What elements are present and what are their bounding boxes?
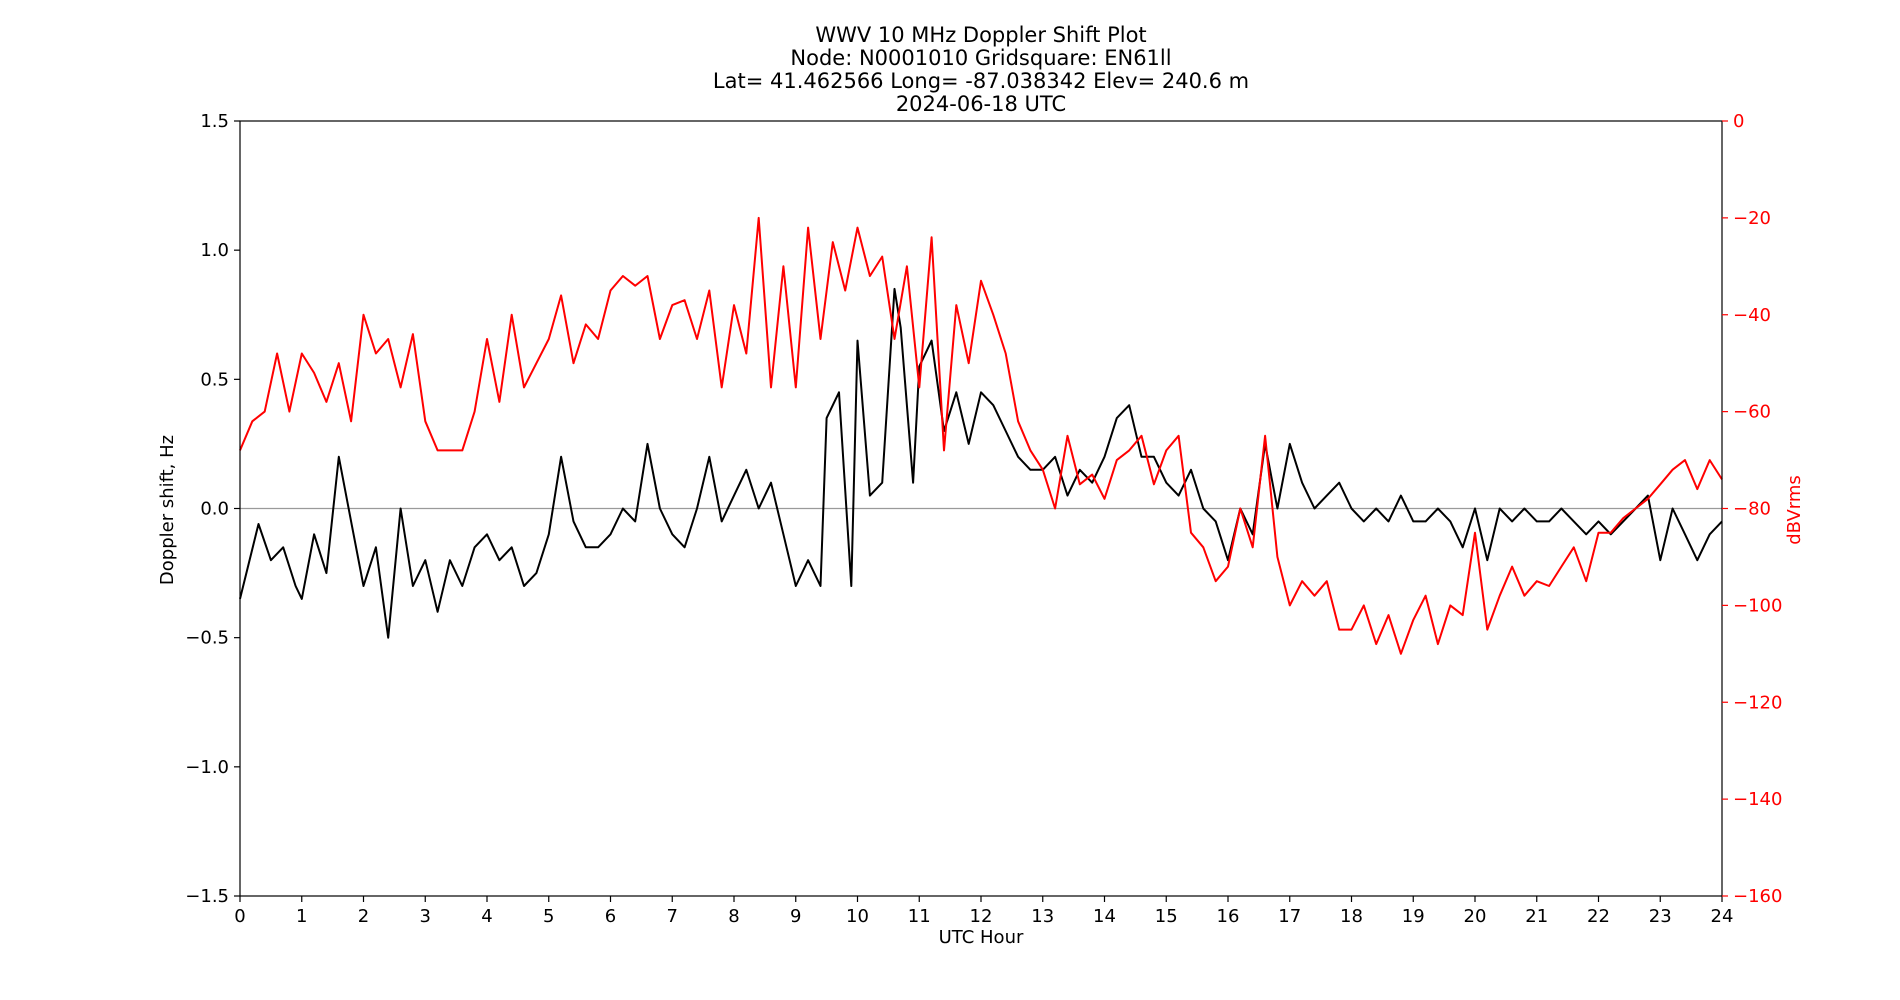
y-left-tick-label: −1.5 xyxy=(185,886,229,907)
doppler-shift-series-line xyxy=(239,287,1723,639)
x-tick-label: 19 xyxy=(1402,906,1425,927)
x-tick-label: 9 xyxy=(790,906,801,927)
y-right-axis-label: dBVrms xyxy=(1784,475,1805,545)
x-tick-label: 13 xyxy=(1031,906,1054,927)
x-tick-label: 18 xyxy=(1340,906,1363,927)
x-tick-label: 4 xyxy=(481,906,492,927)
series-group xyxy=(239,216,1723,655)
x-tick-label: 6 xyxy=(605,906,616,927)
y-left-tick-label: 1.5 xyxy=(200,111,229,132)
y-right-tick-label: −60 xyxy=(1733,402,1771,423)
y-right-tick-label: −140 xyxy=(1733,789,1782,810)
y-left-tick-label: 0.5 xyxy=(200,369,229,390)
y-left-tick-label: 1.0 xyxy=(200,240,229,261)
y-right-tick-label: −80 xyxy=(1733,499,1771,520)
title-line-4: 2024-06-18 UTC xyxy=(896,92,1066,116)
x-tick-label: 23 xyxy=(1649,906,1672,927)
y-left-axis-label: Doppler shift, Hz xyxy=(157,435,178,585)
y-left-tick-label: −0.5 xyxy=(185,628,229,649)
y-left-tick-label: −1.0 xyxy=(185,757,229,778)
x-tick-label: 14 xyxy=(1093,906,1116,927)
title-line-2: Node: N0001010 Gridsquare: EN61ll xyxy=(790,46,1171,70)
y-right-tick-label: −100 xyxy=(1733,595,1782,616)
x-axis-label: UTC Hour xyxy=(939,927,1024,948)
x-tick-label: 3 xyxy=(420,906,431,927)
x-tick-label: 15 xyxy=(1155,906,1178,927)
x-tick-label: 20 xyxy=(1464,906,1487,927)
title-line-1: WWV 10 MHz Doppler Shift Plot xyxy=(815,23,1146,47)
x-axis-ticks: 0 1 2 3 4 5 6 7 8 9 10 11 12 13 14 15 16 17 18 19 20 21 22 23 24 xyxy=(234,896,1733,927)
y-right-axis-ticks: −160 −140 −120 −100 −80 −60 −40 −20 0 xyxy=(1722,111,1782,907)
chart-title: WWV 10 MHz Doppler Shift Plot Node: N000… xyxy=(713,23,1249,116)
title-line-3: Lat= 41.462566 Long= -87.038342 Elev= 24… xyxy=(713,69,1249,93)
y-left-axis-ticks: −1.5 −1.0 −0.5 0.0 0.5 1.0 1.5 xyxy=(185,111,240,907)
x-tick-label: 16 xyxy=(1217,906,1240,927)
x-tick-label: 7 xyxy=(667,906,678,927)
x-tick-label: 17 xyxy=(1278,906,1301,927)
y-left-tick-label: 0.0 xyxy=(200,499,229,520)
x-tick-label: 5 xyxy=(543,906,554,927)
y-right-tick-label: −120 xyxy=(1733,692,1782,713)
x-tick-label: 2 xyxy=(358,906,369,927)
x-tick-label: 10 xyxy=(846,906,869,927)
y-right-tick-label: −160 xyxy=(1733,886,1782,907)
x-tick-label: 12 xyxy=(970,906,993,927)
y-right-tick-label: −40 xyxy=(1733,305,1771,326)
x-tick-label: 22 xyxy=(1587,906,1610,927)
x-tick-label: 0 xyxy=(234,906,245,927)
x-tick-label: 1 xyxy=(296,906,307,927)
y-right-tick-label: 0 xyxy=(1733,111,1744,132)
y-right-tick-label: −20 xyxy=(1733,208,1771,229)
x-tick-label: 8 xyxy=(728,906,739,927)
x-tick-label: 11 xyxy=(908,906,931,927)
signal-level-series-line xyxy=(239,216,1723,655)
x-tick-label: 24 xyxy=(1711,906,1734,927)
x-tick-label: 21 xyxy=(1525,906,1548,927)
